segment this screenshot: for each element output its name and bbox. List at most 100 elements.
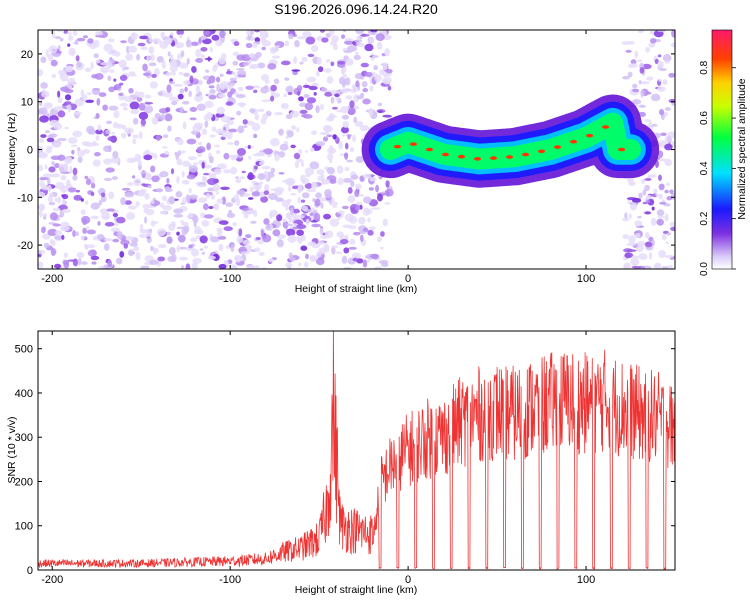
noise-blob — [125, 236, 135, 241]
noise-blob — [314, 198, 321, 207]
noise-blob — [91, 261, 97, 265]
noise-blob — [95, 59, 101, 64]
noise-blob — [368, 226, 376, 231]
noise-blob — [345, 142, 349, 150]
noise-blob — [628, 213, 632, 220]
noise-blob — [379, 69, 384, 75]
noise-blob — [655, 193, 660, 197]
noise-blob — [304, 102, 314, 111]
noise-blob — [153, 153, 158, 160]
noise-blob — [250, 220, 257, 224]
noise-blob — [367, 229, 374, 236]
noise-blob — [48, 192, 54, 198]
noise-blob — [330, 201, 338, 207]
noise-blob — [70, 50, 75, 56]
signal-peak — [457, 154, 465, 159]
noise-blob — [648, 121, 653, 130]
noise-blob — [309, 161, 320, 170]
noise-blob — [50, 59, 58, 67]
noise-blob — [220, 186, 230, 190]
noise-blob — [280, 60, 291, 66]
noise-blob — [64, 94, 72, 101]
noise-blob — [270, 91, 275, 97]
noise-blob — [128, 87, 134, 94]
noise-blob — [115, 221, 119, 227]
noise-blob — [82, 227, 87, 235]
noise-blob — [666, 232, 672, 236]
noise-blob — [668, 72, 675, 78]
noise-blob — [193, 162, 199, 166]
noise-blob — [342, 133, 346, 137]
spectrogram-ytick-label: -10 — [17, 192, 33, 204]
noise-blob — [95, 112, 100, 119]
noise-blob — [152, 38, 162, 44]
noise-blob — [376, 41, 383, 50]
noise-blob — [232, 51, 240, 57]
noise-blob — [223, 152, 230, 160]
noise-blob — [331, 106, 338, 110]
noise-blob — [76, 37, 86, 42]
noise-blob — [664, 143, 673, 151]
noise-blob — [304, 174, 311, 178]
noise-blob — [203, 114, 211, 121]
noise-blob — [319, 30, 326, 33]
noise-blob — [626, 197, 637, 201]
noise-blob — [323, 213, 332, 220]
noise-blob — [162, 134, 169, 139]
noise-blob — [128, 45, 137, 53]
noise-blob — [167, 125, 172, 132]
noise-blob — [113, 78, 117, 82]
noise-blob — [665, 241, 669, 245]
noise-blob — [339, 239, 349, 245]
noise-blob — [65, 179, 71, 188]
noise-blob — [120, 132, 127, 139]
noise-blob — [644, 241, 653, 248]
snr-series-line — [38, 331, 675, 570]
snr-ylabel: SNR (10 * v/v) — [6, 416, 18, 483]
noise-blob — [332, 44, 338, 51]
noise-blob — [66, 32, 72, 35]
noise-blob — [305, 253, 309, 260]
noise-blob — [227, 142, 235, 145]
noise-blob — [276, 234, 286, 239]
noise-blob — [68, 77, 76, 85]
noise-blob — [630, 59, 637, 65]
noise-blob — [320, 87, 328, 92]
noise-blob — [128, 71, 136, 75]
noise-blob — [296, 229, 304, 236]
noise-blob — [137, 190, 146, 197]
noise-blob — [274, 186, 285, 193]
noise-blob — [344, 58, 354, 66]
noise-blob — [92, 142, 100, 146]
snr-frame — [37, 330, 676, 571]
noise-blob — [151, 117, 159, 125]
noise-blob — [211, 34, 220, 41]
noise-blob — [349, 100, 355, 108]
noise-blob — [261, 165, 271, 170]
noise-blob — [54, 235, 64, 240]
noise-blob — [221, 196, 226, 205]
noise-blob — [248, 155, 252, 160]
noise-blob — [100, 195, 107, 203]
noise-blob — [253, 182, 260, 186]
noise-blob — [658, 150, 664, 159]
noise-blob — [195, 85, 201, 94]
noise-blob — [301, 56, 308, 62]
noise-blob — [318, 241, 325, 245]
noise-blob — [208, 85, 215, 89]
noise-blob — [384, 188, 394, 197]
noise-blob — [203, 203, 209, 211]
noise-blob — [57, 196, 62, 204]
noise-blob — [658, 79, 662, 82]
noise-blob — [373, 64, 379, 71]
noise-blob — [632, 88, 640, 93]
snr-ytick-label: 300 — [15, 432, 33, 444]
noise-blob — [178, 256, 189, 261]
noise-blob — [44, 164, 48, 170]
noise-blob — [348, 246, 357, 250]
noise-blob — [669, 189, 674, 194]
noise-blob — [143, 105, 154, 114]
noise-blob — [103, 43, 113, 53]
noise-blob — [197, 141, 203, 146]
noise-blob — [59, 185, 68, 193]
